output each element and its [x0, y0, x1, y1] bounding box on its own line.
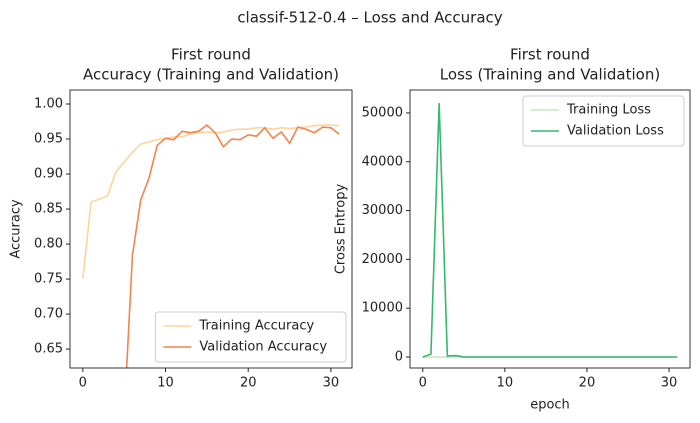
axes-frame [69, 89, 353, 369]
legend: Training Loss Validation Loss [522, 95, 685, 147]
y-tick-label: 0.70 [34, 307, 63, 322]
y-tick-label: 30000 [362, 203, 403, 218]
x-tick-label: 30 [661, 376, 678, 391]
x-tick-label: 10 [497, 376, 514, 391]
y-tick-label: 10000 [362, 301, 403, 316]
y-axis-label: Accuracy [9, 199, 24, 259]
x-axis-label: epoch [530, 398, 570, 413]
y-tick-label: 0.75 [34, 272, 63, 287]
series-line [125, 123, 340, 368]
panel-title: First round [510, 46, 590, 64]
y-tick-label: 0.80 [34, 237, 63, 252]
y-axis-label: Cross Entropy [334, 184, 349, 275]
panel-title: Loss (Training and Validation) [440, 66, 660, 84]
legend-label: Training Loss [566, 103, 651, 118]
x-tick-label: 30 [323, 376, 340, 391]
legend-box [522, 95, 685, 147]
legend-label: Training Accuracy [198, 319, 314, 334]
legend-label: Validation Accuracy [199, 340, 327, 355]
legend: Training Accuracy Validation Accuracy [154, 311, 347, 363]
y-tick-label: 0.65 [34, 342, 63, 357]
y-tick-label: 40000 [362, 154, 403, 169]
y-tick-label: 20000 [362, 252, 403, 267]
series-line [422, 103, 678, 358]
y-tick-label: 0 [395, 350, 403, 365]
series-line [82, 124, 340, 279]
x-tick-label: 20 [240, 376, 257, 391]
x-tick-label: 0 [419, 376, 427, 391]
y-tick-label: 1.00 [34, 97, 63, 112]
panel-title: First round [171, 46, 251, 64]
axes-frame [409, 89, 691, 369]
y-tick-label: 0.90 [34, 167, 63, 182]
x-tick-label: 10 [157, 376, 174, 391]
x-tick-label: 20 [579, 376, 596, 391]
legend-box [154, 311, 347, 363]
y-tick-label: 0.95 [34, 132, 63, 147]
y-tick-label: 0.85 [34, 202, 63, 217]
figure-title: classif-512-0.4 – Loss and Accuracy [237, 9, 502, 27]
panel-title: Accuracy (Training and Validation) [83, 66, 339, 84]
y-tick-label: 50000 [362, 105, 403, 120]
legend-label: Validation Loss [567, 124, 664, 139]
x-tick-label: 0 [79, 376, 87, 391]
